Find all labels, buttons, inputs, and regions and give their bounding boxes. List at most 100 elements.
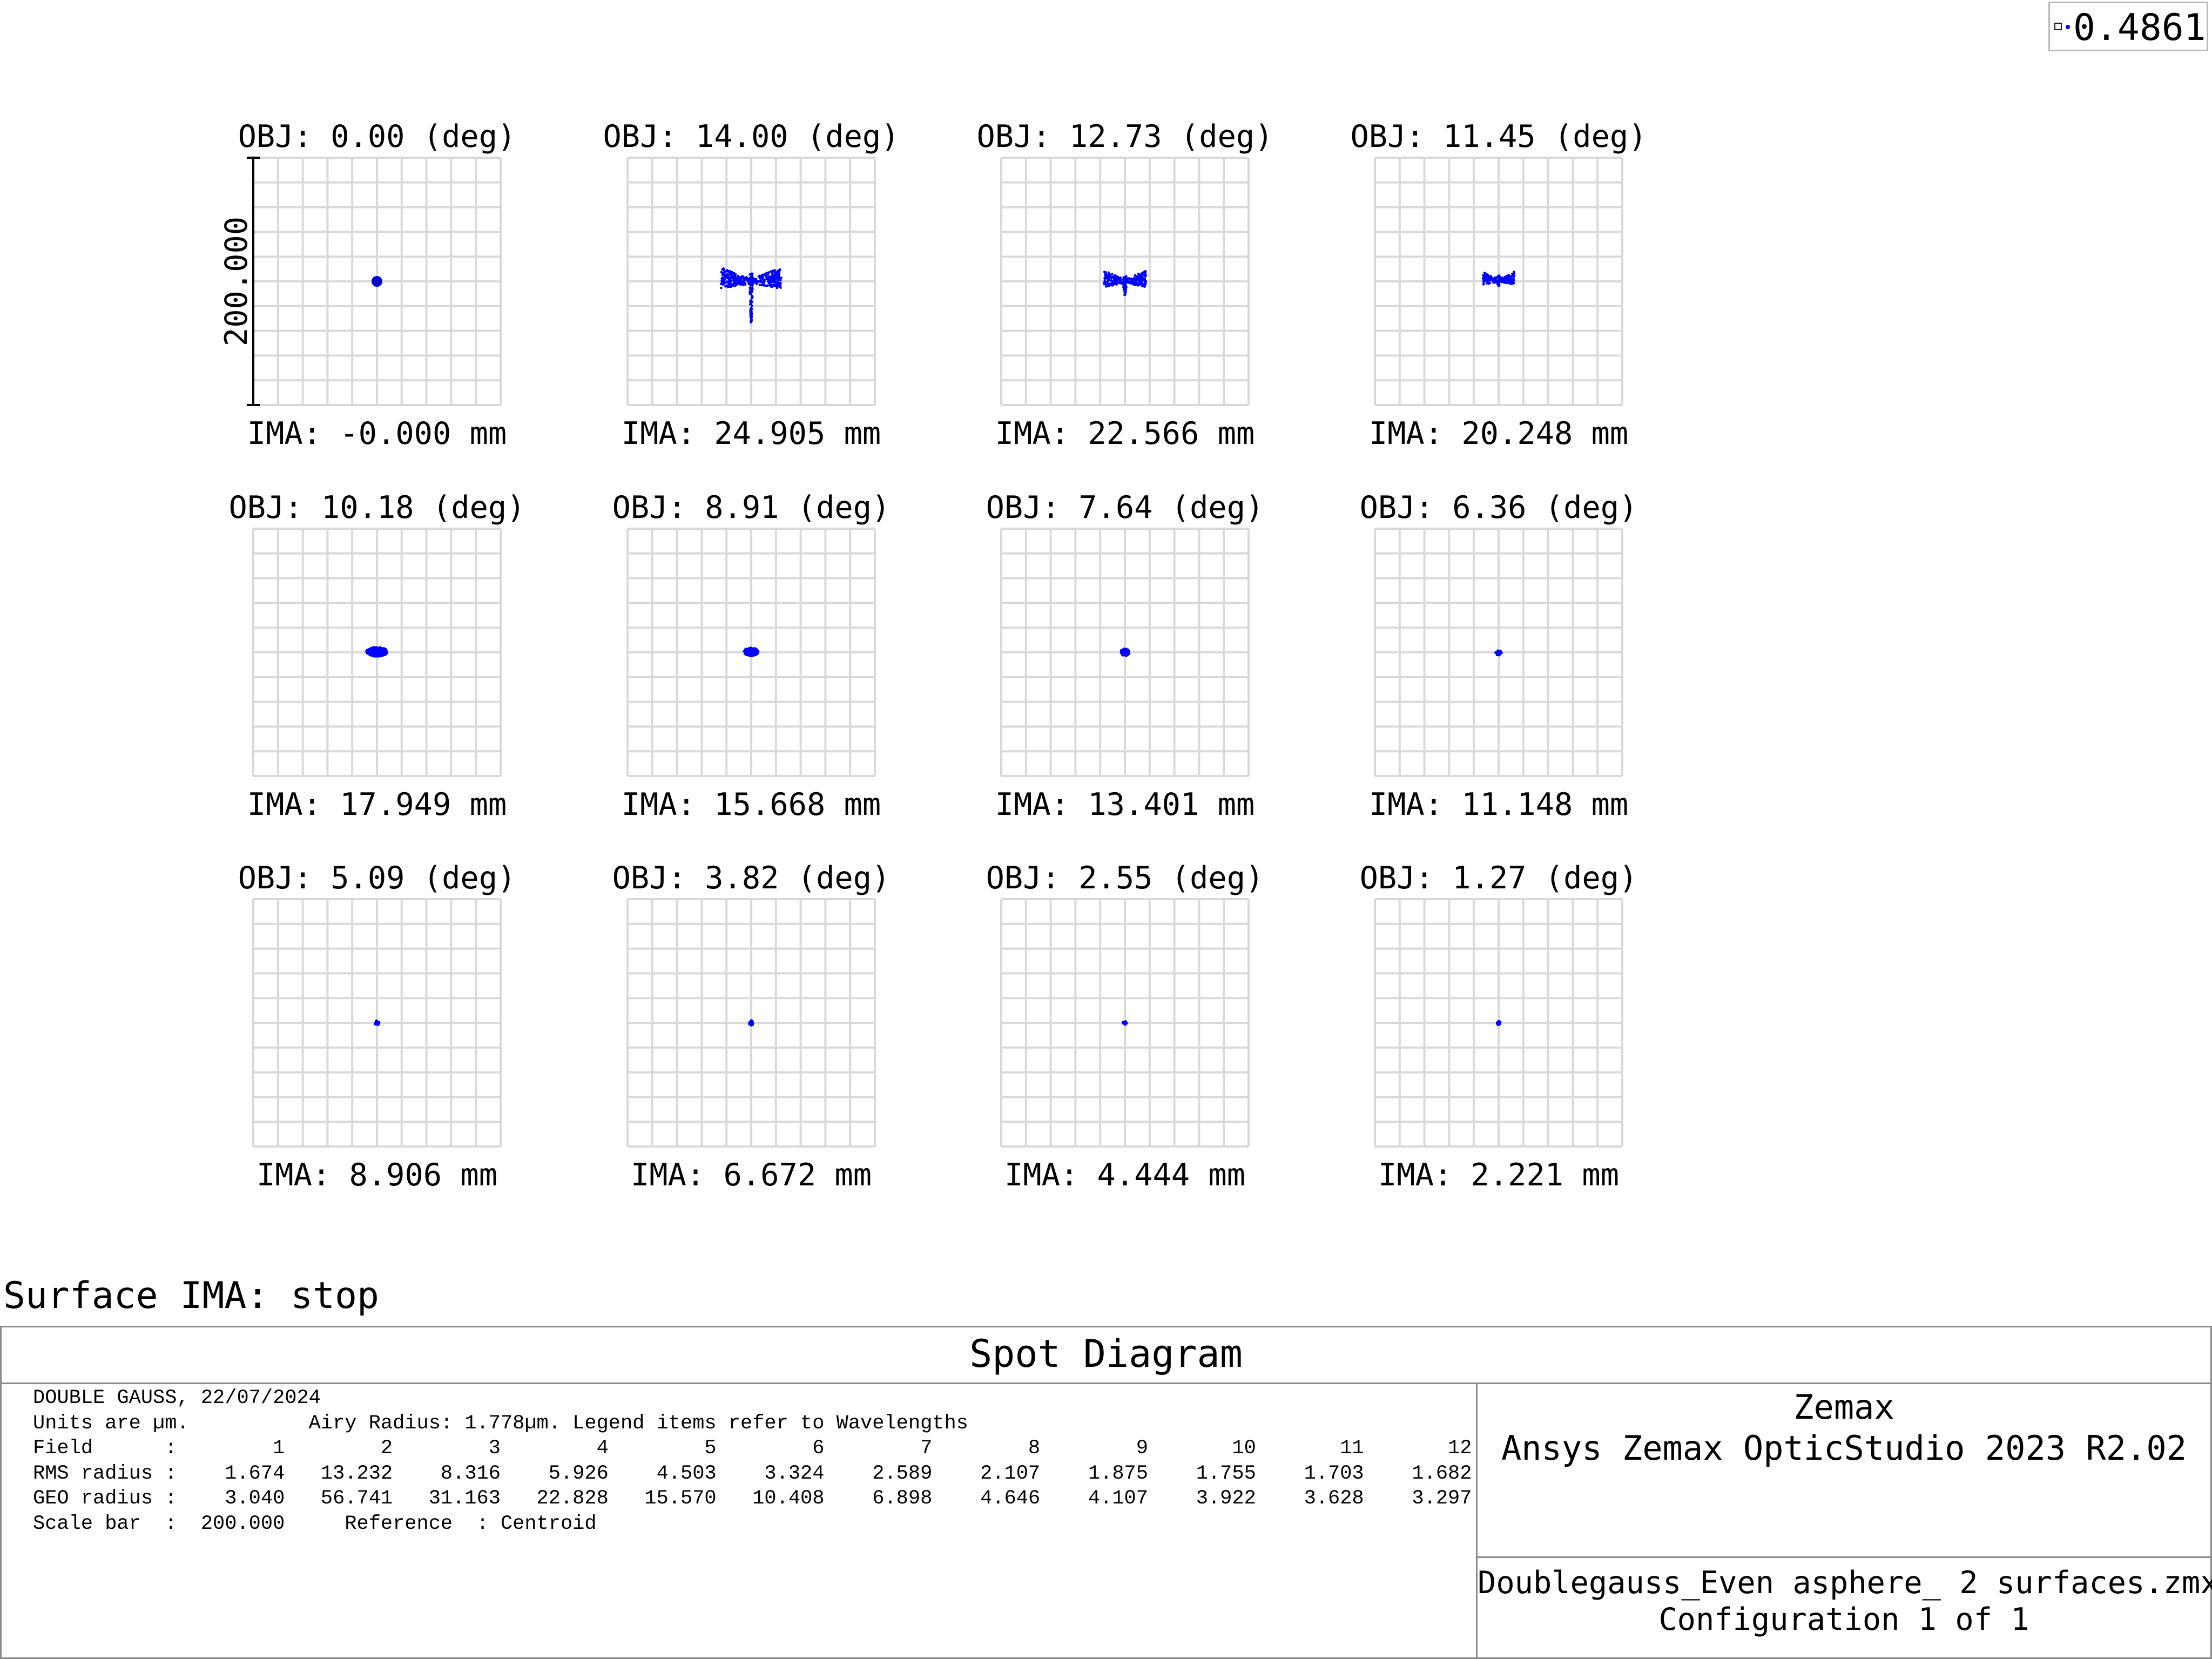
legend-marker-icon (2054, 23, 2062, 30)
spot-point (748, 273, 751, 276)
spot-point (1119, 278, 1122, 280)
field-ima-label: IMA: 11.148 mm (1369, 787, 1628, 822)
spot-point (727, 270, 730, 273)
spot-point (1497, 650, 1499, 653)
spot-point (1137, 283, 1140, 286)
spot-point (729, 277, 731, 280)
spot-point (376, 1021, 379, 1023)
spot-point (1137, 280, 1141, 283)
spot-point (371, 654, 374, 657)
spot-point (1108, 271, 1110, 274)
field-plot-10: OBJ: 3.82 (deg) IMA: 6.672 mm (612, 860, 891, 1193)
spot-point (1486, 280, 1489, 282)
info-line-title: DOUBLE GAUSS, 22/07/2024 (33, 1387, 321, 1410)
brand-box: Zemax Ansys Zemax OpticStudio 2023 R2.02 (1476, 1382, 2210, 1558)
spot-point (750, 302, 753, 306)
spot-point (749, 301, 752, 304)
spot-point (382, 649, 384, 651)
spot-point (763, 284, 765, 286)
field-ima-label: IMA: 8.906 mm (257, 1157, 497, 1193)
spot-point (1122, 652, 1125, 655)
spot-point (753, 647, 756, 650)
spot-point (1512, 279, 1515, 281)
spot-point (750, 319, 752, 322)
spot-point (748, 651, 751, 653)
spot-point (736, 277, 738, 280)
spot-point (1106, 277, 1109, 280)
info-line-units: Units are µm. Airy Radius: 1.778µm. Lege… (33, 1412, 968, 1435)
spot-point (1509, 278, 1512, 280)
spot-point (726, 280, 729, 283)
spot-point (1125, 652, 1128, 655)
spot-point (751, 305, 753, 308)
spot-point (779, 281, 782, 285)
spot-point (763, 281, 766, 284)
field-plot-5: OBJ: 10.18 (deg) IMA: 17.949 mm (228, 490, 525, 822)
spot-point (752, 654, 754, 657)
spot-point (1105, 284, 1108, 287)
spot-point (1513, 281, 1515, 284)
field-plot-1: OBJ: 0.00 (deg) IMA: -0.000 mm (238, 119, 516, 451)
spot-point (1103, 279, 1106, 282)
spot-point (375, 1019, 378, 1022)
spot-point (1498, 274, 1500, 277)
spot-point (766, 284, 769, 287)
field-plot-12: OBJ: 1.27 (deg) IMA: 2.221 mm (1360, 860, 1638, 1193)
spot-point (1122, 649, 1125, 652)
spot-point (772, 269, 774, 272)
spot-point (750, 291, 753, 293)
spot-point (1115, 275, 1118, 278)
spot-point (743, 279, 746, 281)
spot-point (1120, 649, 1122, 652)
spot-point (767, 280, 770, 282)
field-obj-label: OBJ: 3.82 (deg) (612, 860, 891, 896)
spot-point (380, 654, 382, 656)
spot-point (372, 652, 374, 655)
spot-point (770, 277, 773, 280)
spot-point (745, 648, 747, 650)
spot-point (721, 283, 724, 286)
spot-point (1501, 281, 1504, 284)
field-obj-label: OBJ: 5.09 (deg) (238, 860, 516, 896)
spot-point (1123, 292, 1127, 295)
spot-point (1128, 281, 1131, 284)
spot-point (764, 272, 767, 275)
spot-point (730, 280, 732, 282)
field-plot-6: OBJ: 8.91 (deg) IMA: 15.668 mm (612, 490, 891, 822)
spot-point (748, 279, 752, 281)
field-obj-label: OBJ: 6.36 (deg) (1360, 490, 1638, 525)
spot-point (1497, 281, 1500, 284)
spot-point (750, 1020, 753, 1023)
spot-point (374, 1023, 376, 1026)
field-plot-4: OBJ: 11.45 (deg) IMA: 20.248 mm (1350, 119, 1647, 451)
spot-point (1110, 276, 1114, 279)
spot-point (374, 653, 377, 656)
spot-point (771, 272, 774, 275)
spot-point (1496, 653, 1499, 656)
spot-point (755, 282, 758, 285)
spot-point (1143, 284, 1146, 287)
spot-point (750, 299, 753, 302)
field-ima-label: IMA: 6.672 mm (631, 1157, 872, 1193)
spot-point (759, 280, 762, 283)
spot-point (1124, 275, 1127, 278)
spot-point (1109, 282, 1111, 285)
spot-point (1494, 278, 1497, 281)
brand-product: Ansys Zemax OpticStudio 2023 R2.02 (1501, 1428, 2187, 1468)
spot-point (751, 284, 754, 287)
spot-point (752, 652, 755, 655)
surface-label: Surface IMA: stop (3, 1274, 379, 1317)
spot-point (750, 315, 753, 318)
spot-point (1505, 278, 1508, 280)
spot-point (1499, 650, 1502, 653)
spot-point (1111, 273, 1114, 275)
spot-point (751, 296, 754, 299)
spot-point (1111, 280, 1114, 283)
spot-point (1144, 273, 1147, 276)
spot-point (727, 274, 730, 276)
scale-bar: 200.000 (219, 157, 260, 406)
spot-point (751, 278, 754, 281)
spot-point (376, 1023, 379, 1026)
spot-point (1107, 282, 1109, 285)
spot-point (366, 650, 369, 652)
